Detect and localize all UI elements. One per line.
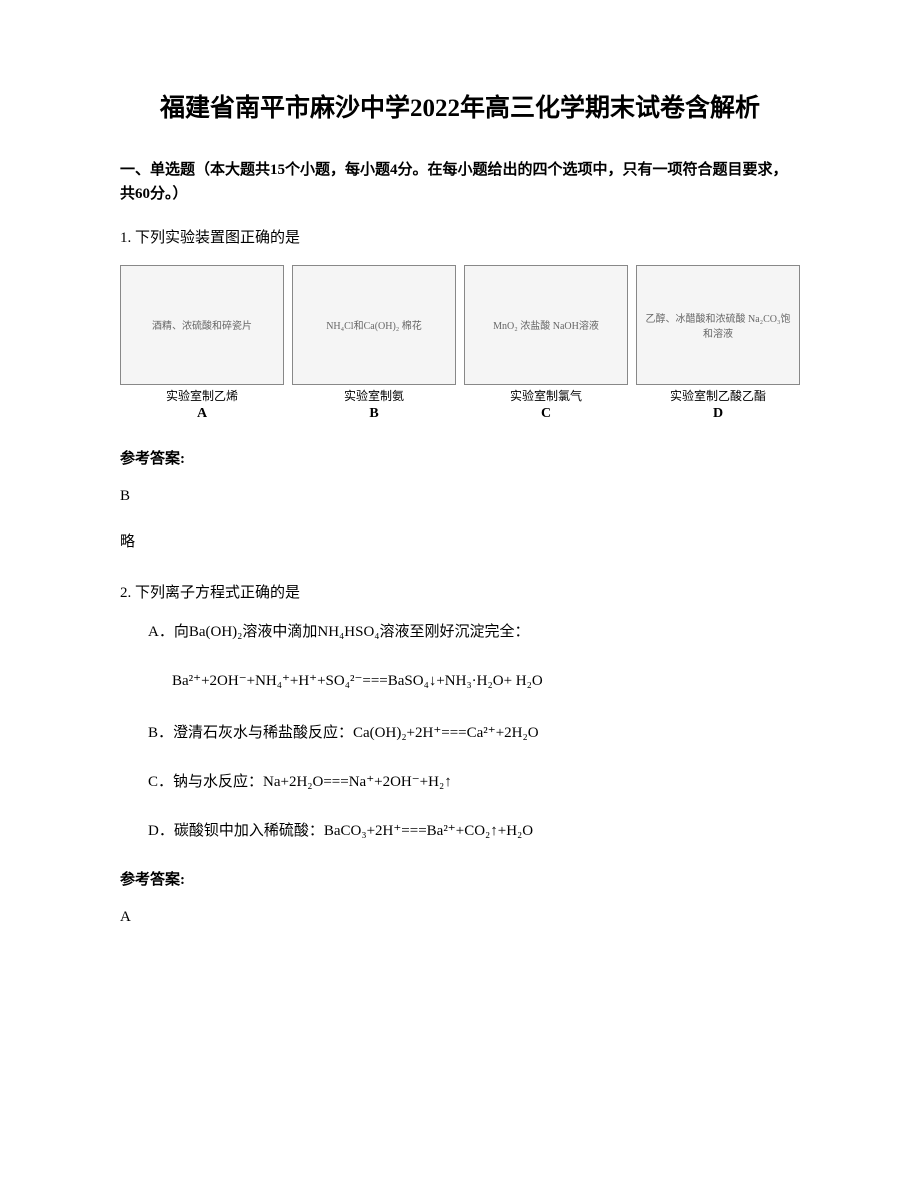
q2-option-d: D．碳酸钡中加入稀硫酸：BaCO₃+2H⁺===Ba²⁺+CO₂↑+H₂O bbox=[120, 819, 800, 843]
diagram-d-caption: 实验室制乙酸乙酯 bbox=[670, 389, 766, 405]
diagram-c: MnO₂ 浓盐酸 NaOH溶液 实验室制氯气 C bbox=[464, 265, 628, 423]
q1-answer-value: B bbox=[120, 488, 800, 505]
question-1-text: 1. 下列实验装置图正确的是 bbox=[120, 226, 800, 250]
apparatus-a-image: 酒精、浓硫酸和碎瓷片 bbox=[120, 265, 284, 385]
question-2-text: 2. 下列离子方程式正确的是 bbox=[120, 581, 800, 605]
q2-option-a-equation: Ba²⁺+2OH⁻+NH₄⁺+H⁺+SO₄²⁻===BaSO₄↓+NH₃·H₂O… bbox=[120, 669, 800, 693]
diagram-a-caption: 实验室制乙烯 bbox=[166, 389, 238, 405]
diagram-c-caption: 实验室制氯气 bbox=[510, 389, 582, 405]
diagram-b-letter: B bbox=[369, 406, 378, 422]
diagram-c-letter: C bbox=[541, 406, 551, 422]
q2-option-b: B．澄清石灰水与稀盐酸反应：Ca(OH)₂+2H⁺===Ca²⁺+2H₂O bbox=[120, 721, 800, 745]
apparatus-c-image: MnO₂ 浓盐酸 NaOH溶液 bbox=[464, 265, 628, 385]
diagram-d-letter: D bbox=[713, 406, 723, 422]
q2-answer-label: 参考答案: bbox=[120, 868, 800, 889]
question-2-block: 2. 下列离子方程式正确的是 A．向Ba(OH)₂溶液中滴加NH₄HSO₄溶液至… bbox=[120, 581, 800, 843]
section-heading: 一、单选题（本大题共15个小题，每小题4分。在每小题给出的四个选项中，只有一项符… bbox=[120, 158, 800, 206]
diagram-b-caption: 实验室制氨 bbox=[344, 389, 404, 405]
apparatus-b-image: NH₄Cl和Ca(OH)₂ 棉花 bbox=[292, 265, 456, 385]
diagram-a: 酒精、浓硫酸和碎瓷片 实验室制乙烯 A bbox=[120, 265, 284, 423]
q1-answer-note: 略 bbox=[120, 530, 800, 551]
q2-answer-value: A bbox=[120, 909, 800, 926]
apparatus-d-image: 乙醇、冰醋酸和浓硫酸 Na₂CO₃饱和溶液 bbox=[636, 265, 800, 385]
q2-option-a: A．向Ba(OH)₂溶液中滴加NH₄HSO₄溶液至刚好沉淀完全： bbox=[120, 620, 800, 644]
diagram-a-letter: A bbox=[197, 406, 207, 422]
q1-answer-label: 参考答案: bbox=[120, 447, 800, 468]
diagram-d: 乙醇、冰醋酸和浓硫酸 Na₂CO₃饱和溶液 实验室制乙酸乙酯 D bbox=[636, 265, 800, 423]
diagram-b: NH₄Cl和Ca(OH)₂ 棉花 实验室制氨 B bbox=[292, 265, 456, 423]
diagram-row: 酒精、浓硫酸和碎瓷片 实验室制乙烯 A NH₄Cl和Ca(OH)₂ 棉花 实验室… bbox=[120, 265, 800, 423]
document-title: 福建省南平市麻沙中学2022年高三化学期末试卷含解析 bbox=[120, 90, 800, 128]
q2-option-c: C．钠与水反应：Na+2H₂O===Na⁺+2OH⁻+H₂↑ bbox=[120, 770, 800, 794]
